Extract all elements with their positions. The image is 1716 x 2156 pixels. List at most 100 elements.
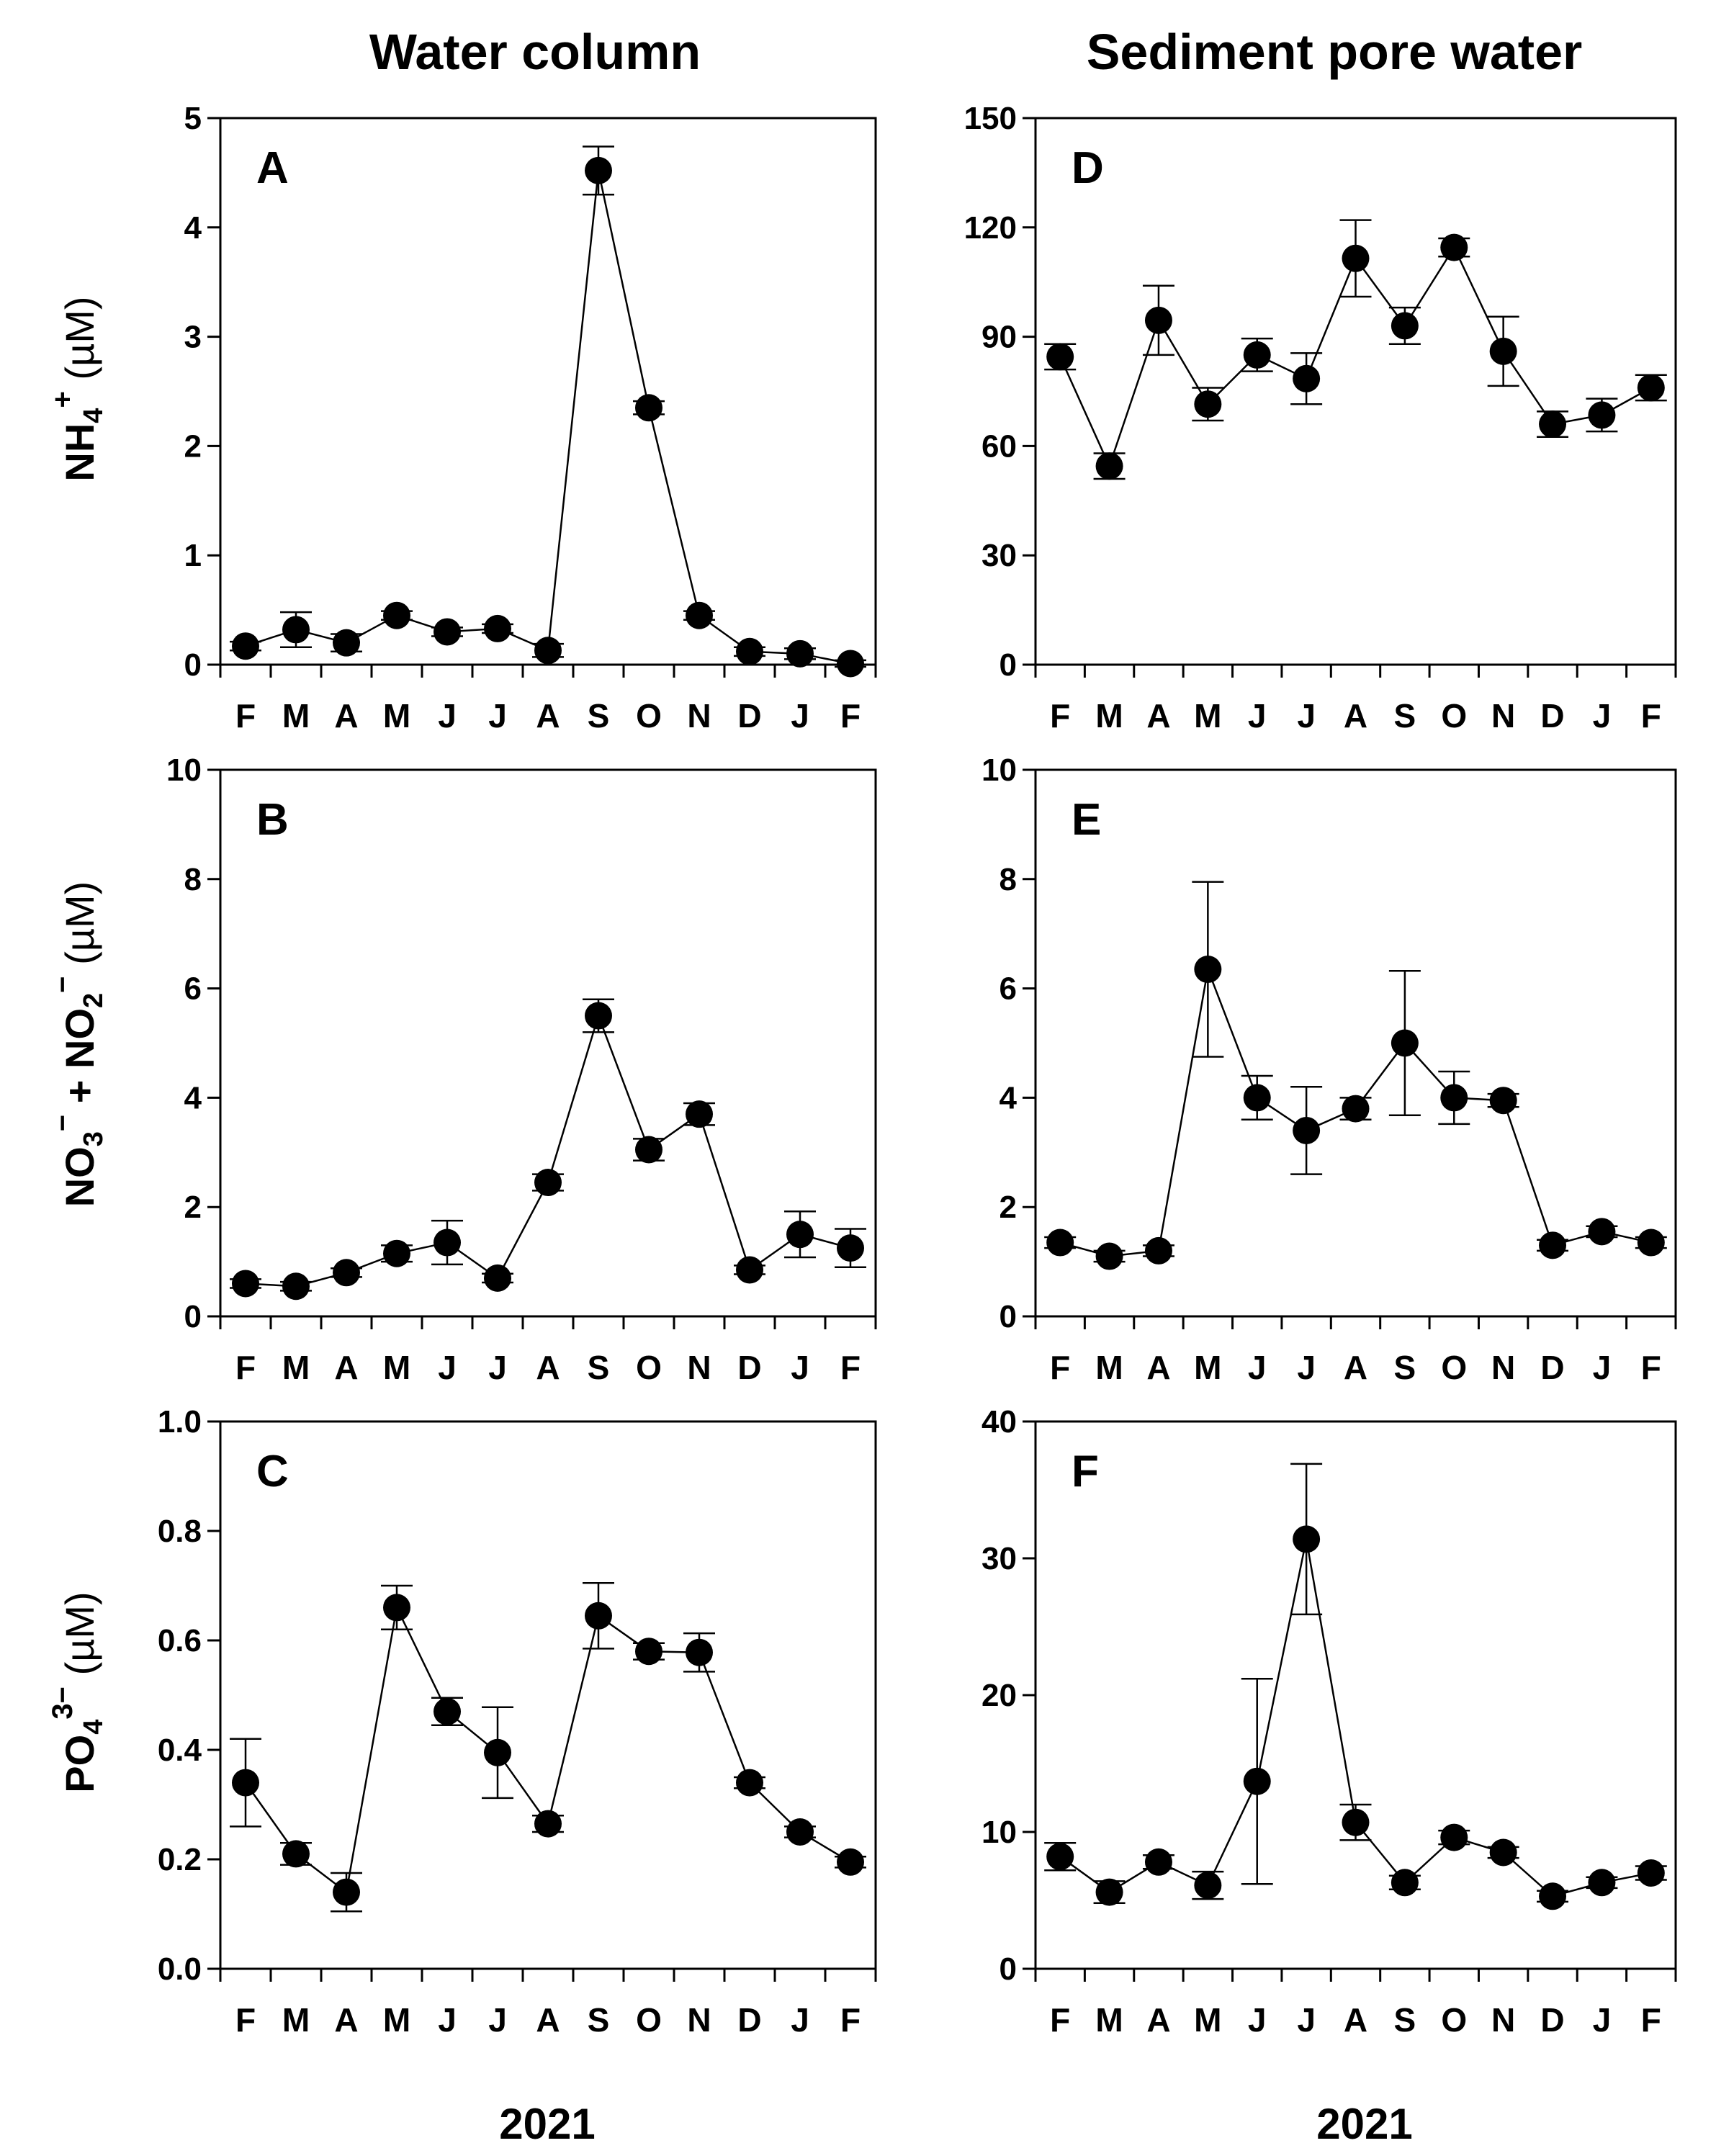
- y-tick-label: 4: [184, 1080, 202, 1115]
- x-tick-label: M: [1194, 2001, 1221, 2039]
- plot-frame: [1034, 1420, 1677, 1970]
- x-tick-label: M: [383, 697, 410, 735]
- data-point: [1539, 1231, 1567, 1259]
- data-point: [1440, 233, 1468, 261]
- panel-letter: A: [256, 143, 289, 193]
- data-point: [736, 637, 763, 665]
- x-tick-label: N: [687, 1349, 711, 1386]
- data-point: [786, 1818, 814, 1846]
- x-tick-label: S: [1394, 1349, 1416, 1386]
- data-point: [1046, 1229, 1074, 1257]
- x-tick-label: N: [1491, 2001, 1515, 2039]
- data-point: [434, 1697, 461, 1725]
- data-point: [534, 637, 562, 665]
- series-line: [245, 1012, 851, 1288]
- x-tick-label: J: [1248, 697, 1267, 735]
- x-tick-label: M: [1095, 2001, 1123, 2039]
- data-point: [1243, 341, 1271, 369]
- data-point: [1539, 1882, 1567, 1910]
- x-tick-label: J: [438, 1349, 457, 1386]
- x-tick-label: F: [235, 1349, 256, 1386]
- x-tick-label: J: [438, 2001, 457, 2039]
- data-point: [383, 1239, 410, 1267]
- y-tick-label: 30: [981, 1541, 1017, 1576]
- data-point: [635, 1136, 662, 1164]
- y-tick-label: 0.2: [158, 1842, 202, 1877]
- y-tick-label: 4: [184, 210, 202, 246]
- x-tick-label: O: [1441, 2001, 1467, 2039]
- data-point: [1243, 1084, 1271, 1112]
- data-point: [1391, 1869, 1419, 1897]
- y-tick-label: 8: [999, 862, 1017, 897]
- data-point: [282, 1272, 310, 1301]
- data-point: [585, 156, 612, 184]
- year-label-left: 2021: [499, 2100, 595, 2148]
- x-tick-label: A: [1344, 1349, 1367, 1386]
- x-tick-label: N: [1491, 1349, 1515, 1386]
- x-tick-label: J: [791, 1349, 809, 1386]
- x-tick-label: J: [488, 2001, 507, 2039]
- data-point: [1539, 410, 1567, 439]
- x-tick-label: M: [383, 1349, 410, 1386]
- x-tick-label: F: [1050, 697, 1070, 735]
- year-label-right: 2021: [1316, 2100, 1412, 2148]
- y-tick-label: 8: [184, 862, 202, 897]
- data-point: [1342, 244, 1370, 272]
- y-tick-label: 0.4: [158, 1733, 202, 1768]
- x-tick-label: D: [1540, 1349, 1564, 1386]
- data-point: [1144, 1236, 1172, 1265]
- x-tick-label: A: [334, 1349, 358, 1386]
- data-point: [1293, 1525, 1321, 1553]
- panel-letter: B: [256, 795, 289, 845]
- data-point: [686, 1100, 713, 1128]
- y-tick-label: 6: [999, 971, 1017, 1007]
- y-tick-label: 1.0: [158, 1404, 202, 1439]
- y-tick-label: 0.0: [158, 1951, 202, 1987]
- data-point: [1489, 337, 1517, 365]
- x-tick-label: O: [1441, 697, 1467, 735]
- x-tick-label: N: [687, 2001, 711, 2039]
- y-tick-label: 40: [981, 1404, 1017, 1439]
- x-tick-label: S: [588, 2001, 610, 2039]
- data-point: [1095, 1242, 1123, 1270]
- x-tick-label: M: [383, 2001, 410, 2039]
- x-tick-label: J: [1248, 2001, 1267, 2039]
- data-point: [1095, 1878, 1123, 1906]
- x-tick-label: J: [1593, 1349, 1612, 1386]
- x-tick-label: O: [1441, 1349, 1467, 1386]
- data-point: [484, 1738, 511, 1766]
- y-axis-label-phosphate: PO43− (µM): [47, 1591, 109, 1792]
- x-tick-label: A: [334, 2001, 358, 2039]
- x-tick-label: D: [737, 1349, 761, 1386]
- x-tick-label: M: [282, 697, 310, 735]
- x-tick-label: N: [687, 697, 711, 735]
- y-tick-label: 5: [184, 101, 202, 136]
- data-point: [686, 1638, 713, 1666]
- x-tick-label: A: [536, 697, 560, 735]
- y-tick-label: 10: [981, 1815, 1017, 1850]
- data-point: [585, 1002, 612, 1030]
- x-tick-label: D: [1540, 2001, 1564, 2039]
- data-point: [1243, 1767, 1271, 1795]
- data-point: [1342, 1808, 1370, 1836]
- x-tick-label: A: [1344, 697, 1367, 735]
- x-tick-label: A: [536, 1349, 560, 1386]
- plot-frame: [219, 117, 877, 666]
- x-tick-label: M: [282, 1349, 310, 1386]
- data-point: [232, 1769, 259, 1797]
- y-tick-label: 0.8: [158, 1514, 202, 1549]
- data-point: [1046, 1843, 1074, 1871]
- y-tick-label: 0: [184, 647, 202, 683]
- data-point: [635, 1638, 662, 1666]
- data-point: [585, 1602, 612, 1630]
- x-tick-label: F: [840, 2001, 861, 2039]
- x-tick-label: F: [1641, 2001, 1661, 2039]
- panel-letter: C: [256, 1447, 289, 1496]
- data-point: [232, 1270, 259, 1298]
- data-point: [1637, 1859, 1665, 1887]
- y-tick-label: 0: [184, 1299, 202, 1334]
- x-tick-label: F: [1050, 1349, 1070, 1386]
- data-point: [786, 639, 814, 668]
